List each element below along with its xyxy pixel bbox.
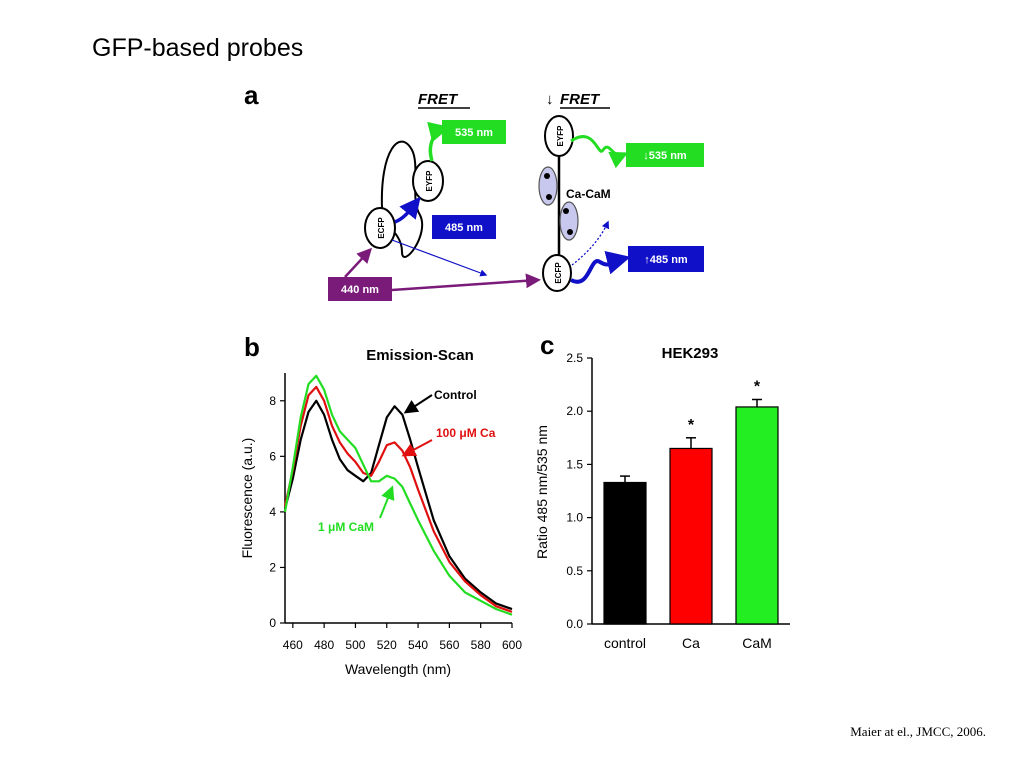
fret-transfer-arrow — [394, 196, 421, 224]
left-eyfp-label: EYFP — [425, 170, 434, 192]
c-y-tick-label: 1.5 — [566, 457, 583, 471]
b-y-tick-label: 8 — [269, 394, 276, 408]
excitation-box-label: 440 nm — [341, 284, 379, 296]
panel-a: a FRET ↓ FRET ECFP EYFP 440 nm 535 nm 48… — [244, 80, 704, 301]
c-y-tick-label: 1.0 — [566, 511, 583, 525]
panel-c-chart: c HEK293 Ratio 485 nm/535 nm 0.0 0.5 1.0 1.… — [534, 330, 790, 651]
legend-control: Control — [434, 388, 477, 402]
right-green-box — [626, 143, 704, 167]
reduced-fret-header: FRET — [560, 91, 601, 108]
b-y-tick-label: 2 — [269, 560, 276, 574]
b-y-tick-label: 6 — [269, 449, 276, 463]
right-blue-box — [628, 246, 704, 272]
left-eyfp-ellipse — [412, 160, 444, 202]
c-category-label: control — [604, 635, 646, 651]
c-category-label: Ca — [682, 635, 700, 651]
panel-c-letter: c — [540, 330, 554, 360]
right-blue-box-label: ↑485 nm — [644, 254, 688, 266]
b-x-tick-label: 460 — [283, 638, 303, 652]
excitation-box — [328, 277, 392, 301]
ecfp-emission-arrow — [391, 239, 488, 277]
right-ecfp-ellipse — [542, 254, 572, 292]
b-series-line-1 — [283, 385, 513, 613]
b-x-tick-label: 480 — [314, 638, 334, 652]
panel-b-ylabel: Fluorescence (a.u.) — [239, 438, 255, 559]
right-blue-emission-arrow — [570, 251, 631, 284]
reduced-fret-arrow: ↓ — [546, 91, 554, 108]
panel-b-title: Emission-Scan — [366, 347, 474, 364]
legend-ca: 100 μM Ca — [436, 426, 496, 440]
c-significance-marker: * — [754, 378, 761, 395]
c-bar-CaM — [735, 406, 779, 625]
citation: Maier at el., JMCC, 2006. — [850, 724, 986, 739]
c-bar-Ca — [669, 447, 713, 625]
ca-pointer — [401, 439, 433, 457]
right-green-box-label: ↓535 nm — [643, 150, 687, 162]
c-significance-marker: * — [688, 417, 695, 434]
panel-b-letter: b — [244, 332, 260, 362]
b-x-tick-label: 520 — [377, 638, 397, 652]
c-y-tick-label: 2.5 — [566, 351, 583, 365]
cacam-label: Ca-CaM — [566, 187, 611, 201]
panel-c-title: HEK293 — [662, 345, 719, 362]
b-x-tick-label: 500 — [345, 638, 365, 652]
control-pointer — [403, 394, 433, 414]
b-x-tick-label: 600 — [502, 638, 522, 652]
c-category-label: CaM — [742, 635, 772, 651]
right-eyfp-ellipse — [544, 115, 574, 157]
right-green-emission-arrow — [570, 135, 629, 169]
b-y-tick-label: 4 — [269, 505, 276, 519]
b-x-tick-label: 560 — [439, 638, 459, 652]
left-blue-box-label: 485 nm — [445, 222, 483, 234]
legend-cam: 1 μM CaM — [318, 520, 374, 534]
b-y-tick-label: 0 — [269, 616, 276, 630]
c-y-tick-label: 0.5 — [566, 564, 583, 578]
c-y-tick-label: 2.0 — [566, 404, 583, 418]
reduced-transfer-arrow — [571, 220, 610, 266]
panel-b-xlabel: Wavelength (nm) — [345, 661, 451, 677]
panel-a-letter: a — [244, 80, 259, 110]
left-ecfp-ellipse — [364, 207, 396, 249]
cam-pointer — [379, 485, 395, 519]
right-eyfp-label: EYFP — [556, 125, 565, 147]
c-bar-control — [603, 481, 647, 625]
b-series-line-2 — [283, 374, 513, 616]
excitation-arrow-right — [391, 273, 541, 292]
excitation-arrow-left — [344, 247, 373, 278]
b-x-tick-label: 580 — [471, 638, 491, 652]
c-y-tick-label: 0.0 — [566, 617, 583, 631]
panel-c-ylabel: Ratio 485 nm/535 nm — [534, 425, 550, 559]
b-series-line-0 — [283, 399, 513, 611]
fret-header: FRET — [418, 91, 459, 108]
left-ecfp-label: ECFP — [377, 217, 386, 239]
slide-title: GFP-based probes — [92, 34, 304, 62]
b-x-tick-label: 540 — [408, 638, 428, 652]
left-green-box — [442, 120, 506, 144]
left-blue-box — [432, 215, 496, 239]
panel-b-chart: b Emission-Scan Wavelength (nm) Fluoresc… — [239, 332, 522, 677]
left-green-box-label: 535 nm — [455, 127, 493, 139]
right-ecfp-label: ECFP — [554, 262, 563, 284]
calmodulin-lobe-1 — [538, 166, 558, 206]
